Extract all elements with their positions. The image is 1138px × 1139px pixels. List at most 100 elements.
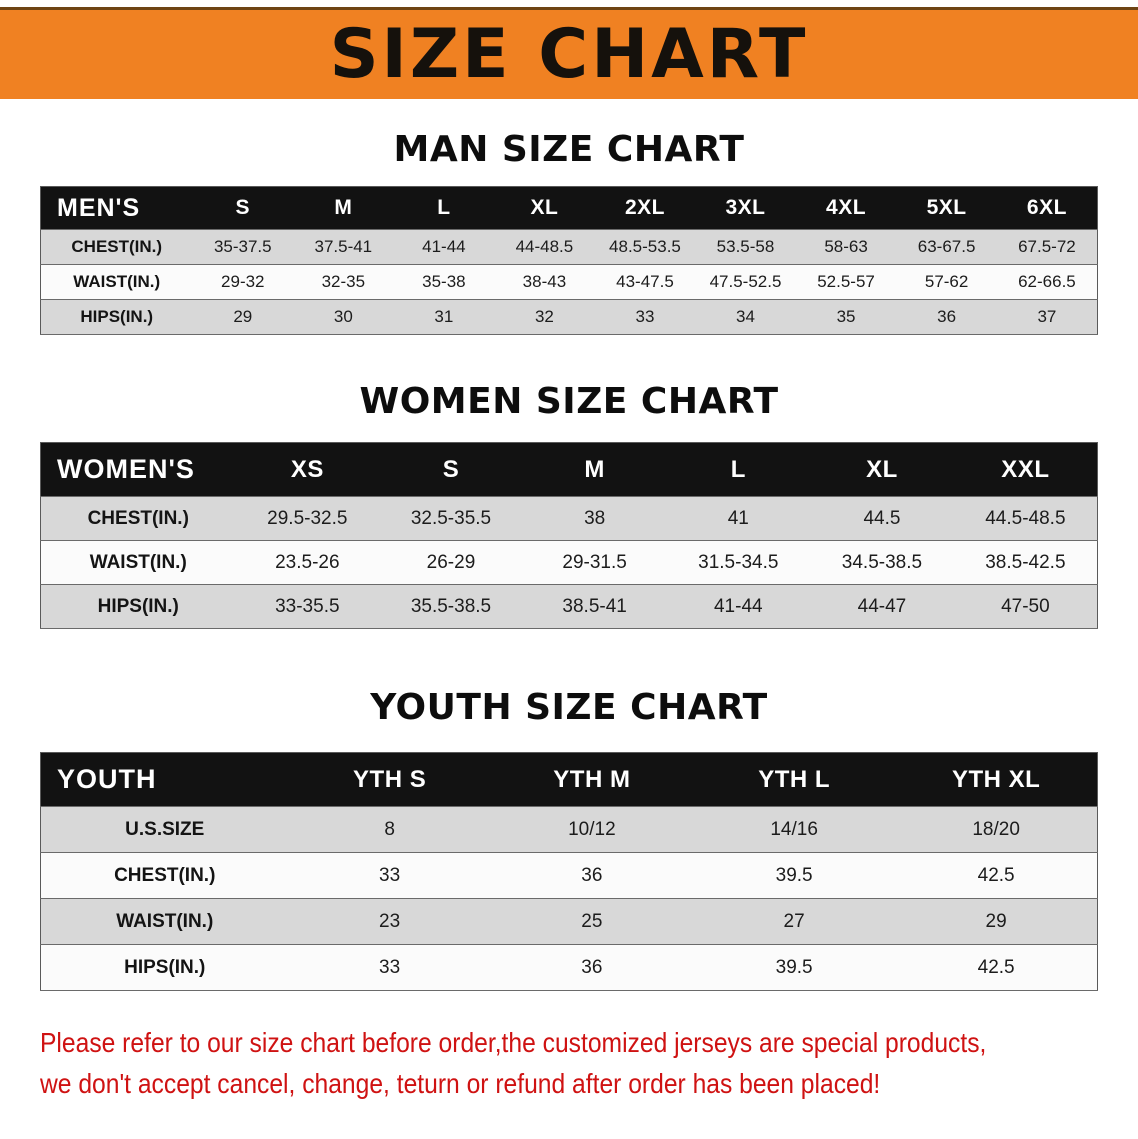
measurement-cell: 41 [727,507,749,529]
measurement-cell: 63-67.5 [917,237,976,256]
measurement-cell: 33 [635,307,655,326]
men-size-column-header: 3XL [725,196,766,219]
youth-size-chart-heading: YOUTH SIZE CHART [370,687,768,728]
measurement-cell: 31 [434,307,454,326]
men-size-column-header: S [235,196,251,219]
men-size-column-header: 6XL [1026,196,1067,219]
men-size-chart-heading: MAN SIZE CHART [393,129,745,170]
men-size-column-header: 2XL [624,196,665,219]
women-size-chart-heading: WOMEN SIZE CHART [359,381,779,422]
row-label: WAIST(IN.) [73,272,161,291]
measurement-cell: 8 [384,818,395,840]
men-row-hips-in: HIPS(IN.) 29 30 31 32 33 34 35 36 37 [40,299,1098,335]
women-row-chest-in: CHEST(IN.) 29.5-32.5 32.5-35.5 38 41 44.5 44.5… [40,496,1098,541]
measurement-cell: 33 [379,956,401,978]
youth-size-column-header: YTH M [553,765,631,793]
measurement-cell: 33 [379,864,401,886]
women-size-column-header: S [442,455,460,483]
measurement-cell: 44-47 [857,595,907,617]
measurement-cell: 33-35.5 [275,595,340,617]
row-label: CHEST(IN.) [114,864,216,886]
men-table-header-row: MEN'S S M L XL 2XL 3XL 4XL 5XL 6XL [40,186,1098,230]
measurement-cell: 52.5-57 [817,272,875,291]
measurement-cell: 47.5-52.5 [709,272,782,291]
measurement-cell: 32.5-35.5 [410,507,492,529]
measurement-cell: 26-29 [426,551,476,573]
row-label: U.S.SIZE [125,818,205,840]
men-row-waist-in: WAIST(IN.) 29-32 32-35 35-38 38-43 43-47.5 47.… [40,264,1098,300]
men-size-table: MEN'S S M L XL 2XL 3XL 4XL 5XL 6XL CHEST(IN.) 35-37… [40,186,1098,335]
measurement-cell: 39.5 [775,864,813,886]
disclaimer: Please refer to our size chart before or… [40,1023,1138,1104]
youth-size-table: YOUTH YTH S YTH M YTH L YTH XL U.S.SIZE 8 10/12… [40,752,1098,991]
youth-size-column-header: YTH XL [951,765,1041,793]
measurement-cell: 32 [534,307,554,326]
measurement-cell: 42.5 [977,956,1015,978]
row-label: HIPS(IN.) [97,595,179,617]
measurement-cell: 41-44 [713,595,763,617]
youth-table-header-row: YOUTH YTH S YTH M YTH L YTH XL [40,752,1098,807]
youth-row-u-s-size: U.S.SIZE 8 10/12 14/16 18/20 [40,806,1098,853]
measurement-cell: 30 [333,307,353,326]
measurement-cell: 29 [233,307,253,326]
measurement-cell: 35-37.5 [213,237,272,256]
row-label: HIPS(IN.) [80,307,154,326]
measurement-cell: 43-47.5 [616,272,674,291]
measurement-cell: 47-50 [1001,595,1050,617]
youth-row-hips-in: HIPS(IN.) 33 36 39.5 42.5 [40,944,1098,991]
women-size-column-header: XL [866,455,898,483]
measurement-cell: 35.5-38.5 [410,595,492,617]
youth-size-column-header: YTH L [758,765,831,793]
measurement-cell: 62-66.5 [1018,272,1076,291]
measurement-cell: 36 [937,307,957,326]
size-chart-sections: MAN SIZE CHART MEN'S S M L XL 2XL 3XL 4XL 5XL 6XL C… [0,129,1138,991]
measurement-cell: 38.5-42.5 [985,551,1066,573]
measurement-cell: 67.5-72 [1018,237,1076,256]
youth-row-chest-in: CHEST(IN.) 33 36 39.5 42.5 [40,852,1098,899]
measurement-cell: 18/20 [972,818,1020,840]
banner: SIZE CHART [0,7,1138,99]
measurement-cell: 35 [836,307,856,326]
measurement-cell: 38-43 [522,272,567,291]
section-youth: YOUTH SIZE CHART YOUTH YTH S YTH M YTH L YTH … [0,687,1138,991]
measurement-cell: 38.5-41 [562,595,627,617]
measurement-cell: 57-62 [924,272,969,291]
men-size-column-header: 4XL [826,196,867,219]
measurement-cell: 37 [1037,307,1057,326]
measurement-cell: 44.5 [863,507,901,529]
measurement-cell: 29-32 [221,272,265,291]
row-label: WAIST(IN.) [116,910,214,932]
women-table-header-row: WOMEN'S XS S M L XL XXL [40,442,1098,497]
measurement-cell: 29.5-32.5 [267,507,348,529]
measurement-cell: 53.5-58 [716,237,775,256]
men-table-title: MEN'S [57,193,141,222]
women-table-title: WOMEN'S [57,454,195,484]
row-label: CHEST(IN.) [71,237,163,256]
women-row-waist-in: WAIST(IN.) 23.5-26 26-29 29-31.5 31.5-34.5 34… [40,540,1098,585]
youth-row-waist-in: WAIST(IN.) 23 25 27 29 [40,898,1098,945]
women-size-column-header: XXL [1001,455,1050,483]
measurement-cell: 27 [783,910,805,932]
measurement-cell: 10/12 [568,818,616,840]
measurement-cell: 23 [379,910,401,932]
section-women: WOMEN SIZE CHART WOMEN'S XS S M L XL XXL CHEST(I… [0,381,1138,629]
measurement-cell: 14/16 [770,818,818,840]
women-row-hips-in: HIPS(IN.) 33-35.5 35.5-38.5 38.5-41 41-44 44-… [40,584,1098,629]
men-row-chest-in: CHEST(IN.) 35-37.5 37.5-41 41-44 44-48.5 48.5… [40,229,1098,265]
men-size-column-header: XL [530,196,559,219]
measurement-cell: 32-35 [321,272,366,291]
measurement-cell: 37.5-41 [314,237,373,256]
women-size-table: WOMEN'S XS S M L XL XXL CHEST(IN.) 29.5-32.5 32.5… [40,442,1098,629]
disclaimer-line-1: Please refer to our size chart before or… [40,1027,987,1058]
row-label: WAIST(IN.) [89,551,187,573]
measurement-cell: 42.5 [977,864,1015,886]
disclaimer-line-2: we don't accept cancel, change, teturn o… [40,1067,881,1099]
row-label: CHEST(IN.) [87,507,189,529]
youth-table-title: YOUTH [57,764,157,794]
men-size-column-header: 5XL [926,196,967,219]
measurement-cell: 38 [584,507,606,529]
measurement-cell: 34 [736,307,755,326]
women-size-column-header: XS [290,455,324,483]
men-size-column-header: L [437,196,451,219]
measurement-cell: 23.5-26 [275,551,340,573]
